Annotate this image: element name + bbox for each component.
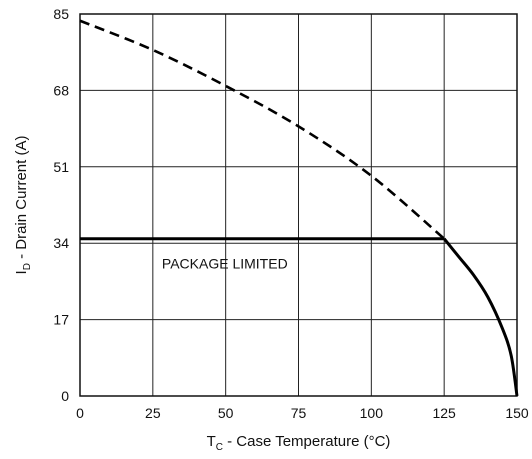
- x-tick-label-150: 150: [505, 405, 529, 421]
- x-tick-label-125: 125: [432, 405, 456, 421]
- series-group: [79, 19, 519, 397]
- y-axis-title-rest: - Drain Current (A): [13, 136, 30, 264]
- x-tick-label-25: 25: [145, 405, 161, 421]
- x-tick-label-100: 100: [360, 405, 384, 421]
- annotation-0: PACKAGE LIMITED: [162, 255, 288, 271]
- series-line-2: [443, 237, 519, 397]
- y-axis-title: ID - Drain Current (A): [13, 136, 33, 275]
- series-line-0: [79, 19, 446, 240]
- x-tick-label-0: 0: [76, 405, 84, 421]
- grid: [80, 14, 517, 396]
- y-axis-title-main: I: [13, 270, 30, 274]
- y-tick-label-85: 85: [53, 6, 69, 22]
- plot-frame: [79, 13, 518, 397]
- y-tick-label-68: 68: [53, 82, 69, 98]
- x-axis-title: TC - Case Temperature (°C): [207, 433, 391, 453]
- y-tick-label-34: 34: [53, 235, 69, 251]
- x-tick-label-75: 75: [291, 405, 307, 421]
- y-tick-label-0: 0: [61, 388, 69, 404]
- y-axis-title-subscript: D: [22, 263, 33, 270]
- x-axis-title-subscript: C: [216, 442, 223, 453]
- annotations: PACKAGE LIMITED: [162, 255, 288, 271]
- x-tick-labels: 0 25 50 75 100 125 150: [76, 405, 529, 421]
- plot-border: [79, 13, 518, 397]
- x-tick-label-50: 50: [218, 405, 234, 421]
- y-tick-labels: 0 17 34 51 68 85: [53, 6, 69, 404]
- y-tick-label-51: 51: [53, 159, 69, 175]
- x-axis-title-rest: - Case Temperature (°C): [223, 433, 390, 450]
- x-axis-title-main: T: [207, 433, 216, 450]
- y-tick-label-17: 17: [53, 312, 69, 328]
